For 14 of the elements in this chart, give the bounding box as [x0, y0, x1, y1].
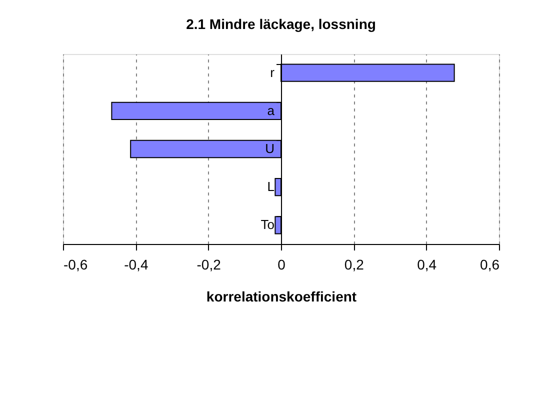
y-tick-label: To — [260, 217, 274, 232]
x-tick-label: -0,2 — [196, 256, 222, 272]
y-tick-label: r — [270, 64, 276, 80]
x-axis-title: korrelationskoefficient — [206, 288, 357, 304]
x-tick-label: -0,4 — [124, 256, 148, 272]
x-tick-label: 0,4 — [417, 256, 437, 272]
x-tick-label: 0 — [278, 256, 286, 272]
x-tick-label: -0,6 — [64, 256, 88, 272]
x-tick-label: 0,2 — [344, 256, 364, 272]
chart-title: 2.1 Mindre läckage, lossning — [186, 16, 376, 32]
y-tick-label: L — [267, 179, 274, 194]
x-tick-label: 0,6 — [480, 256, 500, 272]
y-tick-label: U — [265, 141, 274, 156]
y-tick-label: a — [267, 102, 276, 118]
